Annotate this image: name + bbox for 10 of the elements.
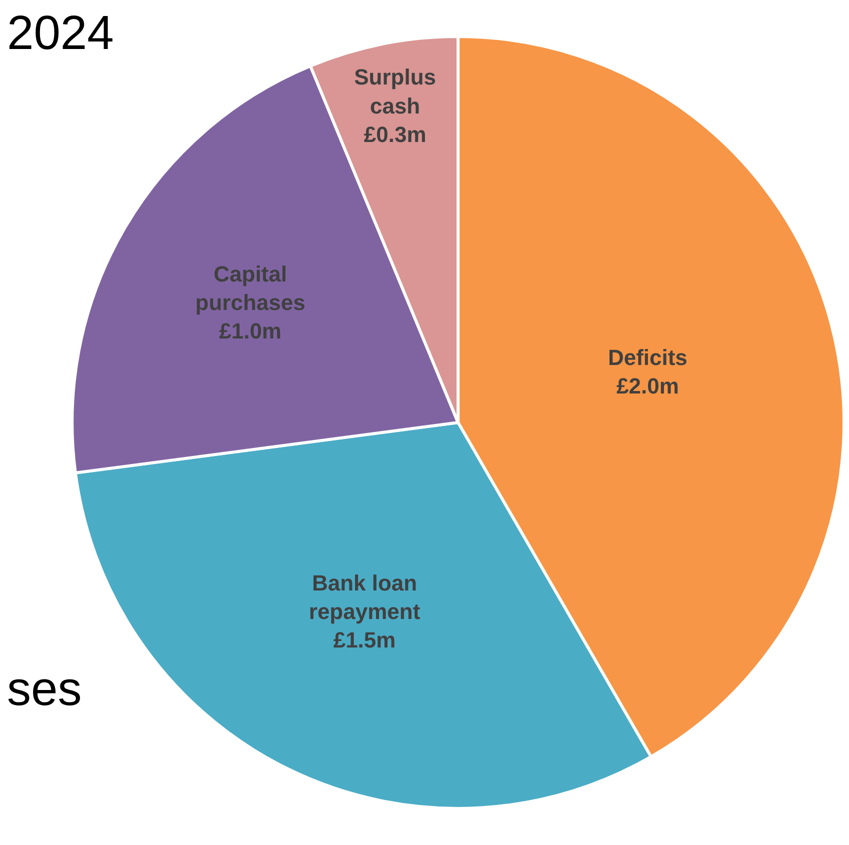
data-label: £1.0m (219, 318, 282, 344)
text: ses (7, 663, 82, 716)
slice-label: Surplus cash (354, 64, 436, 118)
text: 2024 (7, 7, 114, 60)
slice-label: Deficits (608, 344, 688, 370)
slice-label: Bank loan repayment (308, 570, 421, 624)
data-label: £0.3m (364, 122, 426, 147)
slice-label: Capital purchases (195, 261, 306, 316)
data-label: £1.5m (333, 628, 396, 653)
data-label: £2.0m (616, 373, 679, 398)
